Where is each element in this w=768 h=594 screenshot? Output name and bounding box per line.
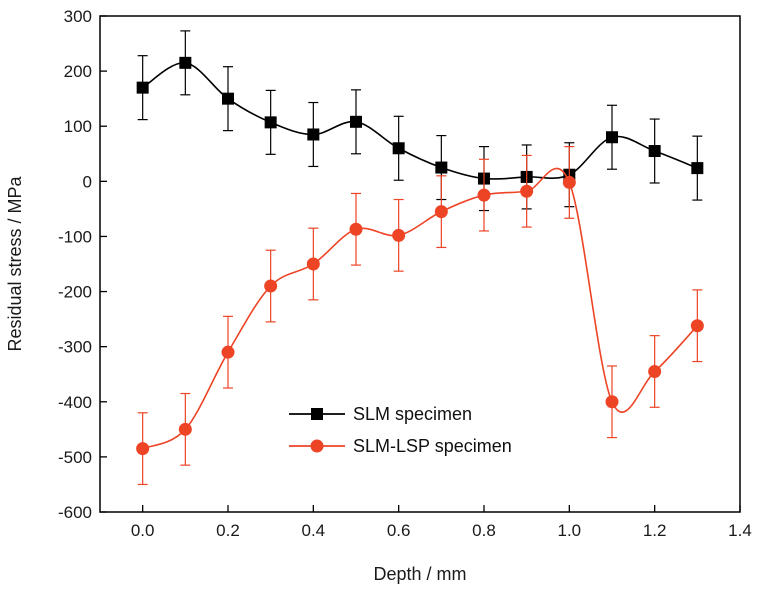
data-point	[605, 395, 619, 409]
y-tick-label: -500	[58, 448, 92, 467]
data-point	[136, 442, 150, 456]
y-tick-label: 300	[64, 7, 92, 26]
y-tick-label: -100	[58, 227, 92, 246]
x-axis-title: Depth / mm	[373, 564, 466, 584]
data-point	[179, 56, 192, 69]
data-point	[392, 228, 406, 242]
y-tick-label: -300	[58, 338, 92, 357]
x-tick-labels: 0.0 0.2 0.4 0.6 0.8 1.0 1.2 1.4	[131, 521, 752, 540]
y-tick-label: -400	[58, 393, 92, 412]
x-tick-label: 0.2	[216, 521, 240, 540]
legend-label-slm: SLM specimen	[353, 404, 472, 424]
x-tick-label: 1.0	[558, 521, 582, 540]
data-point	[562, 175, 576, 189]
data-point	[648, 364, 662, 378]
data-point	[434, 205, 448, 219]
series-layer	[136, 30, 704, 486]
y-tick-label: 100	[64, 117, 92, 136]
x-tick-label: 0.4	[302, 521, 326, 540]
x-tick-label: 1.4	[728, 521, 752, 540]
series-line	[142, 62, 698, 180]
series-slm-lsp	[136, 146, 704, 486]
data-point	[222, 92, 234, 105]
data-point	[306, 257, 320, 271]
series-slm	[136, 30, 704, 212]
data-point	[350, 115, 362, 128]
y-tick-label: -600	[58, 503, 92, 522]
axis-ticks	[100, 15, 741, 513]
data-point	[264, 116, 277, 129]
plot-frame	[99, 15, 741, 513]
y-tick-label: 0	[83, 172, 92, 191]
data-point	[477, 188, 491, 202]
data-point	[136, 81, 149, 94]
data-point	[606, 131, 618, 144]
x-tick-label: 1.2	[643, 521, 667, 540]
legend: SLM specimen SLM-LSP specimen	[289, 404, 512, 456]
x-tick-label: 0.0	[131, 521, 155, 540]
legend-label-slm-lsp: SLM-LSP specimen	[353, 436, 512, 456]
data-point	[520, 184, 534, 198]
data-point	[307, 128, 320, 141]
data-point	[221, 345, 235, 359]
data-point	[690, 319, 704, 333]
data-point	[392, 142, 405, 155]
data-point	[178, 422, 192, 436]
y-axis-title: Residual stress / MPa	[5, 175, 25, 351]
data-point	[264, 279, 278, 293]
data-point	[648, 145, 661, 158]
data-point	[435, 161, 448, 174]
x-tick-label: 0.6	[387, 521, 411, 540]
x-tick-label: 0.8	[472, 521, 496, 540]
data-point	[691, 162, 704, 175]
y-tick-label: -200	[58, 283, 92, 302]
legend-marker-slm-lsp	[310, 439, 324, 453]
data-point	[349, 222, 363, 236]
legend-marker-slm	[311, 408, 323, 420]
y-tick-labels: 300 200 100 0 -100 -200 -300 -400 -500 -…	[58, 7, 92, 522]
y-tick-label: 200	[64, 62, 92, 81]
